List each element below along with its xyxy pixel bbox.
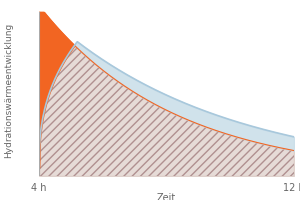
Text: Zeit: Zeit <box>157 193 176 200</box>
Text: 12 h: 12 h <box>283 183 300 193</box>
Text: 4 h: 4 h <box>31 183 47 193</box>
Text: Hydrationswärmeentwicklung: Hydrationswärmeentwicklung <box>4 22 13 158</box>
